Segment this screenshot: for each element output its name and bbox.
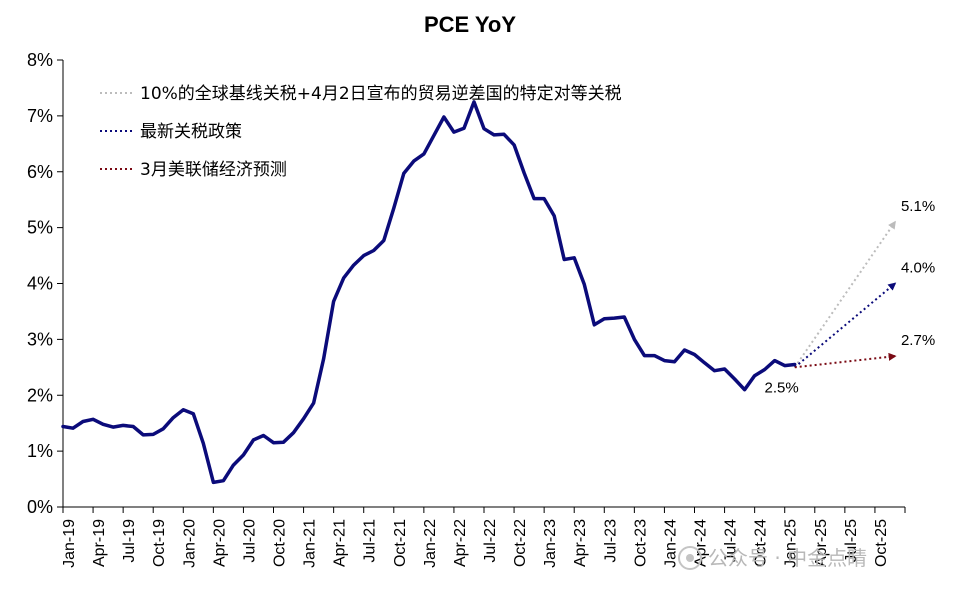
x-tick-label: Oct-20 <box>272 519 289 567</box>
watermark-logo-dot <box>686 554 694 562</box>
x-tick-label: Oct-19 <box>151 519 168 567</box>
x-tick-label: Apr-23 <box>572 519 589 567</box>
projection-end-label: 2.7% <box>901 332 935 349</box>
projection-end-label: 5.1% <box>901 198 935 215</box>
series-line-pce-yoy <box>61 100 797 485</box>
y-tick-label: 2% <box>27 385 53 405</box>
y-axis: 0% 1% 2% 3% 4% 5% 6% 7% 8% <box>27 50 64 517</box>
x-axis: Jan-19 Apr-19 Jul-19 Oct-19 Jan-20 Apr-20 Jul-… <box>61 506 906 568</box>
annotation-label: 2.5% <box>765 379 799 396</box>
projection-line <box>794 352 897 369</box>
x-tick-label: Jul-21 <box>362 519 379 563</box>
x-tick-label: Jan-21 <box>302 519 319 568</box>
watermark: 公众号 · 中金点睛 <box>678 546 867 570</box>
y-tick-label: 7% <box>27 106 53 126</box>
x-tick-label: Apr-25 <box>813 519 830 567</box>
x-tick-label: Jul-19 <box>121 519 138 563</box>
chart-title: PCE YoY <box>424 12 516 37</box>
legend-label: 3月美联储经济预测 <box>140 160 287 180</box>
y-tick-label: 0% <box>27 497 53 517</box>
x-tick-label: Jan-20 <box>181 519 198 568</box>
legend-label: 最新关税政策 <box>140 122 242 142</box>
x-tick-label: Jul-20 <box>241 519 258 563</box>
x-tick-label: Apr-22 <box>452 519 469 567</box>
y-tick-label: 6% <box>27 162 53 182</box>
y-tick-label: 8% <box>27 50 53 70</box>
x-tick-label: Oct-23 <box>632 519 649 567</box>
series-layer <box>61 100 797 485</box>
annotations: 2.5% <box>765 379 799 396</box>
x-tick-label: Apr-21 <box>332 519 349 567</box>
y-tick-label: 5% <box>27 218 53 238</box>
x-tick-label: Jul-24 <box>723 519 740 563</box>
x-tick-label: Jan-25 <box>783 519 800 568</box>
y-tick-label: 3% <box>27 329 53 349</box>
watermark-text: 公众号 · 中金点睛 <box>708 546 867 570</box>
x-tick-label: Jan-23 <box>542 519 559 568</box>
x-tick-label: Oct-25 <box>873 519 890 567</box>
x-tick-label: Jan-22 <box>422 519 439 568</box>
legend-label: 10%的全球基线关税+4月2日宣布的贸易逆差国的特定对等关税 <box>140 84 622 104</box>
x-tick-label: Oct-24 <box>753 519 770 567</box>
y-tick-label: 1% <box>27 441 53 461</box>
x-tick-label: Apr-19 <box>91 519 108 567</box>
watermark-logo-icon <box>678 546 702 570</box>
x-tick-label: Oct-21 <box>392 519 409 567</box>
x-tick-label: Apr-20 <box>211 519 228 567</box>
x-tick-label: Jul-22 <box>482 519 499 563</box>
projection-line <box>793 220 896 368</box>
projection-lines: 5.1% 4.0% 2.7% <box>793 198 935 369</box>
x-tick-label: Jan-24 <box>662 519 679 568</box>
y-tick-label: 4% <box>27 274 53 294</box>
x-tick-label: Jan-19 <box>61 519 78 568</box>
x-tick-label: Oct-22 <box>512 519 529 567</box>
x-tick-label: Jul-25 <box>843 519 860 563</box>
projection-end-label: 4.0% <box>901 260 935 277</box>
x-tick-label: Apr-24 <box>693 519 710 567</box>
x-tick-label: Jul-23 <box>602 519 619 563</box>
projection-line <box>794 282 897 369</box>
